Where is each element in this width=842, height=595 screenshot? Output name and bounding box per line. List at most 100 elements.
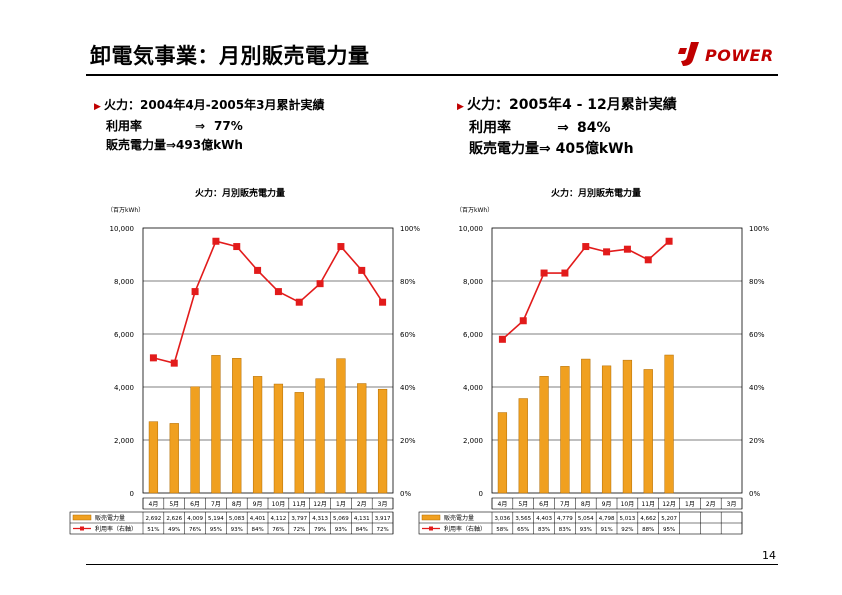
right-chart-y-tick-label: 4,000	[463, 384, 483, 392]
left-chart-line-value-label: 95%	[210, 527, 222, 533]
left-chart-y-tick-label: 6,000	[114, 331, 134, 339]
left-chart-y2-tick-label: 40%	[400, 384, 416, 392]
right-chart-line-value-label: 92%	[621, 527, 633, 533]
left-chart-bar-value-label: 2,626	[166, 516, 182, 522]
left-chart-bar-value-label: 4,112	[271, 516, 287, 522]
right-chart-line-point	[498, 335, 506, 343]
right-chart-bar	[581, 358, 591, 494]
right-chart-bar	[601, 365, 612, 494]
left-chart-line-point	[316, 280, 324, 288]
right-chart-y-tick-label: 2,000	[463, 437, 483, 445]
title-divider	[86, 74, 778, 76]
left-chart-bar	[148, 421, 159, 494]
left-chart-bar-value-label: 5,069	[333, 516, 349, 522]
right-chart-legend-line-name: 利用率（右軸）	[444, 525, 486, 533]
right-chart-x-category-label: 10月	[621, 501, 635, 508]
left-chart-bar	[190, 386, 200, 494]
right-chart-legend-bar-swatch	[421, 514, 441, 521]
right-chart-y-tick-label: 6,000	[463, 331, 483, 339]
right-chart-bar	[622, 359, 633, 494]
jpower-logo: POWER	[677, 40, 787, 70]
right-chart-legend-bar-name: 販売電力量	[444, 514, 474, 522]
left-chart-line-value-label: 84%	[356, 527, 368, 533]
right-chart-title: 火力：月別販売電力量	[551, 187, 641, 199]
left-chart-x-category-label: 3月	[378, 501, 388, 508]
right-chart-x-category-label: 12月	[662, 501, 676, 508]
right-chart-x-category-label: 2月	[706, 501, 716, 508]
right-util-arrow: ⇒	[557, 120, 569, 136]
left-chart-x-category-label: 5月	[169, 501, 179, 508]
right-chart-bar-value-label: 5,207	[661, 516, 677, 522]
left-chart-bar-value-label: 5,194	[208, 516, 224, 522]
left-chart-x-category-label: 2月	[357, 501, 367, 508]
left-chart-bar	[211, 355, 221, 494]
right-chart-line-value-label: 93%	[580, 527, 592, 533]
right-chart-y2-tick-label: 20%	[749, 437, 765, 445]
logo-text: POWER	[705, 46, 774, 65]
left-chart-legend-bar-swatch	[72, 514, 92, 521]
left-chart-x-category-label: 8月	[232, 501, 242, 508]
right-chart-line-point	[603, 248, 611, 256]
right-chart-x-category-label: 5月	[518, 501, 528, 508]
left-chart-bar	[357, 383, 367, 494]
left-chart-line-point	[379, 298, 387, 306]
right-chart-x-category-label: 9月	[602, 501, 612, 508]
left-chart-title: 火力：月別販売電力量	[195, 187, 285, 199]
right-chart-line-value-label: 88%	[642, 527, 654, 533]
page-title: 卸電気事業：月別販売電力量	[90, 44, 370, 68]
left-chart-y2-tick-label: 0%	[400, 490, 411, 498]
left-chart-line-value-label: 72%	[376, 527, 388, 533]
left-chart-bar-value-label: 3,917	[375, 516, 391, 522]
left-util-value: 77%	[214, 119, 243, 133]
right-chart-x-category-label: 11月	[641, 501, 655, 508]
left-chart-legend-bar-name: 販売電力量	[95, 514, 125, 522]
right-chart-y-tick-label: 0	[479, 490, 483, 498]
right-chart-bar-value-label: 4,779	[557, 516, 573, 522]
right-chart-bar-value-label: 4,662	[640, 516, 656, 522]
left-chart-bar	[232, 358, 242, 494]
left-chart-x-category-label: 9月	[253, 501, 263, 508]
left-chart-bar-value-label: 4,401	[250, 516, 266, 522]
right-chart-bar-value-label: 5,054	[578, 516, 594, 522]
right-chart-bar	[497, 412, 508, 494]
left-chart-line-value-label: 93%	[231, 527, 243, 533]
right-chart-y2-tick-label: 40%	[749, 384, 765, 392]
bullet-arrow-icon: ▶	[457, 102, 464, 112]
left-chart-x-category-label: 6月	[190, 501, 200, 508]
right-chart-y-tick-label: 10,000	[459, 225, 484, 233]
left-chart-bar-value-label: 5,083	[229, 516, 245, 522]
left-chart-line-value-label: 79%	[314, 527, 326, 533]
left-chart-line-point	[358, 266, 366, 274]
left-chart-y2-tick-label: 80%	[400, 278, 416, 286]
right-sales-label: 販売電力量⇒	[469, 141, 551, 157]
left-chart-line-value-label: 93%	[335, 527, 347, 533]
right-chart-x-category-label: 3月	[727, 501, 737, 508]
right-chart-line-value-label: 91%	[600, 527, 612, 533]
left-chart-line-point	[191, 288, 199, 296]
left-chart-y2-tick-label: 20%	[400, 437, 416, 445]
right-chart-bar-value-label: 5,013	[620, 516, 636, 522]
left-chart-bar-value-label: 3,797	[291, 516, 307, 522]
right-chart-bar	[518, 398, 528, 494]
right-chart-bar-value-label: 3,036	[495, 516, 511, 522]
right-chart-legend-line-marker	[429, 526, 433, 531]
right-util-label: 利用率	[469, 120, 511, 136]
right-chart-line-point	[519, 317, 527, 325]
left-chart-line-point	[149, 354, 157, 362]
left-chart-y-tick-label: 10,000	[110, 225, 135, 233]
left-chart-x-category-label: 1月	[336, 501, 346, 508]
left-chart-bar-value-label: 4,313	[312, 516, 328, 522]
left-chart-x-category-label: 12月	[313, 501, 327, 508]
right-util-value: 84%	[577, 120, 611, 136]
left-chart-line-value-label: 72%	[293, 527, 305, 533]
left-chart-line-value-label: 51%	[147, 527, 159, 533]
left-chart-bar-value-label: 2,692	[146, 516, 162, 522]
left-util-arrow: ⇒	[194, 119, 206, 133]
right-chart-bar-value-label: 3,565	[515, 516, 531, 522]
left-chart-legend-line-marker	[80, 526, 84, 531]
left-chart-line-point	[170, 359, 178, 367]
left-chart-bar	[252, 376, 263, 494]
right-chart-x-category-label: 6月	[539, 501, 549, 508]
right-chart-y2-tick-label: 100%	[749, 225, 769, 233]
